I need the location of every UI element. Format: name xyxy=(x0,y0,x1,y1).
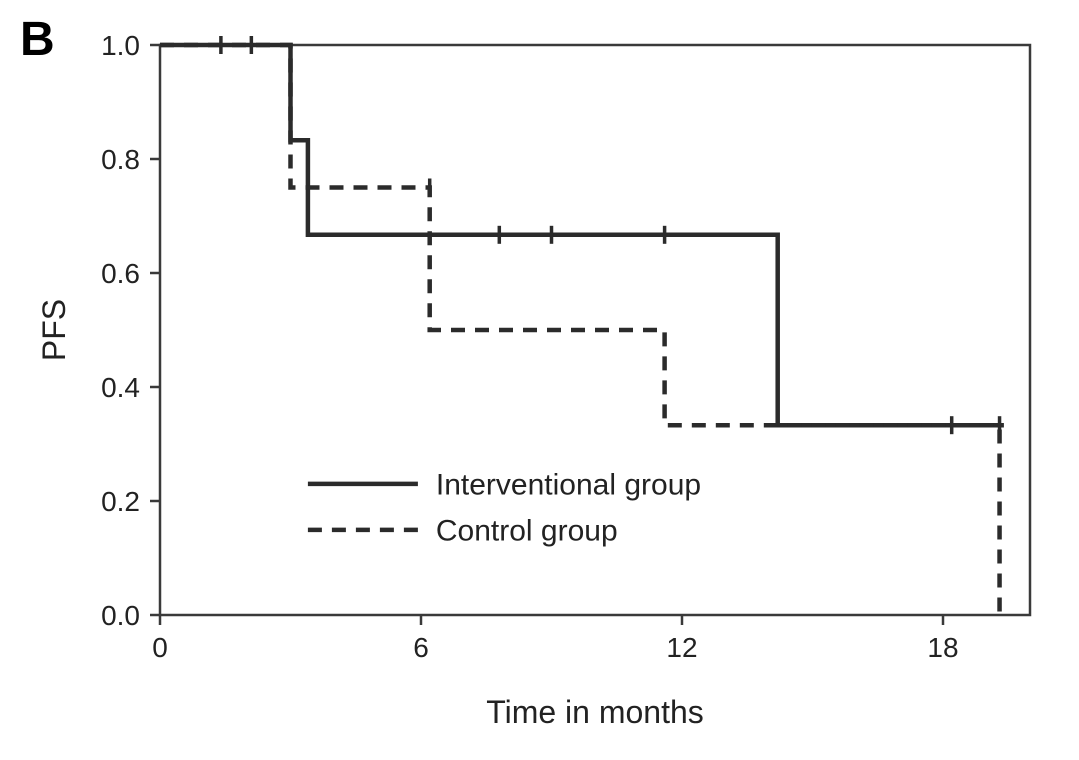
y-tick-label: 0.2 xyxy=(101,486,140,517)
y-tick-label: 0.0 xyxy=(101,600,140,631)
legend-label: Interventional group xyxy=(436,468,701,501)
legend-label: Control group xyxy=(436,514,618,547)
x-tick-label: 0 xyxy=(152,632,168,663)
x-axis-label: Time in months xyxy=(486,694,704,730)
x-tick-label: 6 xyxy=(413,632,429,663)
x-tick-label: 18 xyxy=(927,632,958,663)
y-tick-label: 0.8 xyxy=(101,144,140,175)
x-tick-label: 12 xyxy=(666,632,697,663)
km-chart: 0 6 12 18 Time in months 0.0 0.2 0.4 0.6 0.8 1.0 PF… xyxy=(0,0,1079,760)
y-tick-label: 1.0 xyxy=(101,30,140,61)
y-tick-label: 0.6 xyxy=(101,258,140,289)
y-tick-label: 0.4 xyxy=(101,372,140,403)
y-axis-label: PFS xyxy=(36,299,72,361)
